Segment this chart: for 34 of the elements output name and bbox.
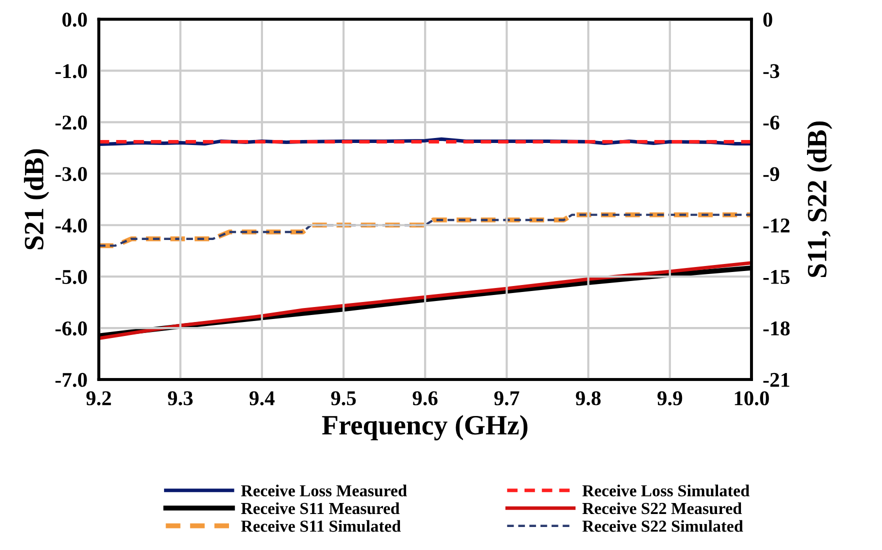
y-tick-label: -5.0 <box>55 270 87 284</box>
y-axis-title: S21 (dB) <box>24 149 50 250</box>
y-tick-label: -6.0 <box>55 321 87 336</box>
y2-axis-title: S11, S22 (dB) <box>807 121 832 278</box>
y-tick-label: -2.0 <box>55 116 87 130</box>
y-tick-label: -4.0 <box>55 218 87 233</box>
x-tick-label: 9.4 <box>250 391 275 406</box>
y2-tick-label: -6 <box>763 116 780 130</box>
y-tick-label: -1.0 <box>55 64 87 78</box>
x-tick-label: 9.2 <box>86 391 111 406</box>
y-tick-label: -7.0 <box>55 372 87 388</box>
legend-label: Receive Loss Simulated <box>582 484 750 496</box>
x-tick-label: 9.9 <box>657 391 682 406</box>
y2-tick-label: 0 <box>763 12 772 27</box>
y2-tick-label: -18 <box>763 321 790 336</box>
x-tick-label: 9.5 <box>331 391 356 406</box>
x-tick-label: 9.8 <box>576 391 601 406</box>
legend-label: Receive Loss Measured <box>241 484 407 496</box>
y2-tick-label: -15 <box>763 270 790 284</box>
legend-label: Receive S11 Simulated <box>241 520 401 532</box>
x-axis-title: Frequency (GHz) <box>322 415 528 440</box>
y2-tick-label: -21 <box>763 372 790 387</box>
y-tick-label: 0.0 <box>62 12 87 27</box>
y-tick-label: -3.0 <box>55 167 87 182</box>
legend-label: Receive S11 Measured <box>241 502 400 514</box>
x-tick-label: 10.0 <box>734 391 769 406</box>
legend-label: Receive S22 Measured <box>582 502 742 514</box>
x-tick-label: 9.3 <box>168 391 193 406</box>
x-tick-label: 9.6 <box>412 391 438 406</box>
y2-tick-label: -12 <box>763 218 790 232</box>
y2-tick-label: -9 <box>763 167 780 182</box>
y2-tick-label: -3 <box>763 64 780 78</box>
legend-label: Receive S22 Simulated <box>582 520 744 532</box>
x-tick-label: 9.7 <box>494 391 520 406</box>
